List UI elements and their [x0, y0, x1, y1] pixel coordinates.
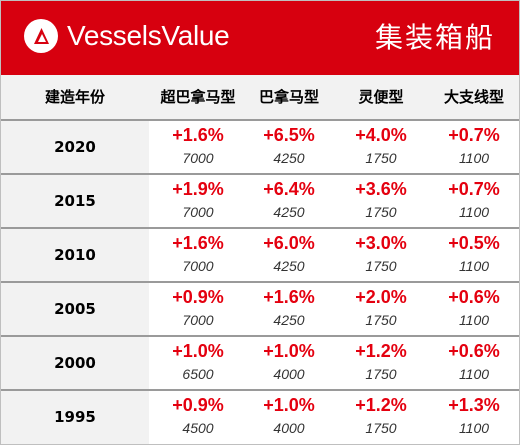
change-percent: +1.0%: [263, 395, 315, 415]
table-cell: +0.7% 1100: [429, 121, 519, 173]
change-percent: +1.3%: [448, 395, 500, 415]
table-cell: +1.3% 1100: [429, 391, 519, 443]
table-cell: +6.5% 4250: [245, 121, 333, 173]
size-value: 4000: [273, 420, 305, 436]
size-value: 7000: [182, 258, 214, 274]
change-percent: +0.5%: [448, 233, 500, 253]
size-value: 1750: [365, 420, 397, 436]
size-value: 1100: [458, 204, 490, 220]
table-cell: +1.0% 4000: [245, 337, 333, 389]
table-cell: +1.0% 6500: [151, 337, 245, 389]
table-body: 2020 +1.6% 7000 +6.5% 4250 +4.0% 1750 +0.7%…: [1, 121, 519, 444]
table-cell: +0.9% 4500: [151, 391, 245, 443]
size-value: 1100: [458, 312, 490, 328]
size-value: 1100: [458, 258, 490, 274]
triangle-arrow-logo-icon: [24, 19, 58, 53]
change-percent: +0.7%: [448, 125, 500, 145]
brand-logo: VesselsValue: [23, 18, 283, 62]
size-value: 1750: [365, 258, 397, 274]
change-percent: +1.6%: [172, 233, 224, 253]
change-percent: +1.2%: [355, 395, 407, 415]
table-cell: +6.0% 4250: [245, 229, 333, 281]
change-percent: +6.5%: [263, 125, 315, 145]
change-percent: +6.0%: [263, 233, 315, 253]
size-value: 4250: [273, 150, 305, 166]
table-row: 2010 +1.6% 7000 +6.0% 4250 +3.0% 1750 +0.5%…: [1, 229, 519, 283]
table-title: 集装箱船: [374, 21, 495, 54]
table-cell: +1.6% 7000: [151, 229, 245, 281]
size-value: 1100: [458, 150, 490, 166]
change-percent: +3.0%: [355, 233, 407, 253]
table-cell: +1.2% 1750: [333, 337, 429, 389]
table-cell: +1.0% 4000: [245, 391, 333, 443]
table-cell: +1.9% 7000: [151, 175, 245, 227]
size-value: 4500: [182, 420, 214, 436]
size-value: 1100: [458, 366, 490, 382]
title-banner: VesselsValue 集装箱船: [1, 1, 519, 75]
change-percent: +0.7%: [448, 179, 500, 199]
table-cell: +4.0% 1750: [333, 121, 429, 173]
size-value: 1750: [365, 204, 397, 220]
build-year: 2005: [1, 283, 149, 335]
size-value: 4250: [273, 258, 305, 274]
build-year: 2015: [1, 175, 149, 227]
size-value: 1100: [458, 420, 490, 436]
table-cell: +0.5% 1100: [429, 229, 519, 281]
change-percent: +1.0%: [172, 341, 224, 361]
table-cell: +1.6% 4250: [245, 283, 333, 335]
table-row: 2000 +1.0% 6500 +1.0% 4000 +1.2% 1750 +0.6%…: [1, 337, 519, 391]
size-value: 4250: [273, 204, 305, 220]
change-percent: +0.6%: [448, 341, 500, 361]
change-percent: +0.9%: [172, 287, 224, 307]
change-percent: +1.6%: [172, 125, 224, 145]
size-value: 1750: [365, 312, 397, 328]
table-row: 2020 +1.6% 7000 +6.5% 4250 +4.0% 1750 +0.7%…: [1, 121, 519, 175]
size-value: 4000: [273, 366, 305, 382]
change-percent: +1.0%: [263, 341, 315, 361]
change-percent: +1.9%: [172, 179, 224, 199]
build-year: 2010: [1, 229, 149, 281]
change-percent: +1.2%: [355, 341, 407, 361]
column-header-panamax: 巴拿马型: [258, 88, 319, 106]
table-cell: +3.6% 1750: [333, 175, 429, 227]
size-value: 4250: [273, 312, 305, 328]
table-cell: +0.7% 1100: [429, 175, 519, 227]
size-value: 6500: [182, 366, 214, 382]
column-header-feedermax: 大支线型: [443, 88, 504, 106]
change-percent: +4.0%: [355, 125, 407, 145]
column-header-post-panamax: 超巴拿马型: [160, 88, 236, 106]
table-cell: +0.9% 7000: [151, 283, 245, 335]
table-cell: +6.4% 4250: [245, 175, 333, 227]
table-cell: +0.6% 1100: [429, 283, 519, 335]
table-row: 2015 +1.9% 7000 +6.4% 4250 +3.6% 1750 +0.7%…: [1, 175, 519, 229]
build-year: 2020: [1, 121, 149, 173]
build-year: 1995: [1, 391, 149, 444]
table-cell: +1.6% 7000: [151, 121, 245, 173]
brand-name: VesselsValue: [67, 20, 230, 51]
table-cell: +1.2% 1750: [333, 391, 429, 443]
table-cell: +3.0% 1750: [333, 229, 429, 281]
size-value: 7000: [182, 150, 214, 166]
size-value: 1750: [365, 366, 397, 382]
change-percent: +2.0%: [355, 287, 407, 307]
size-value: 1750: [365, 150, 397, 166]
column-header-handy: 灵便型: [358, 88, 404, 106]
size-value: 7000: [182, 204, 214, 220]
change-percent: +0.6%: [448, 287, 500, 307]
table-row: 2005 +0.9% 7000 +1.6% 4250 +2.0% 1750 +0.6%…: [1, 283, 519, 337]
column-header-row: 建造年份 超巴拿马型 巴拿马型 灵便型 大支线型: [1, 75, 519, 121]
change-percent: +6.4%: [263, 179, 315, 199]
table-cell: +2.0% 1750: [333, 283, 429, 335]
change-percent: +0.9%: [172, 395, 224, 415]
change-percent: +1.6%: [263, 287, 315, 307]
column-header-year: 建造年份: [44, 88, 105, 106]
build-year: 2000: [1, 337, 149, 389]
table-row: 1995 +0.9% 4500 +1.0% 4000 +1.2% 1750 +1.3%…: [1, 391, 519, 444]
size-value: 7000: [182, 312, 214, 328]
change-percent: +3.6%: [355, 179, 407, 199]
table-cell: +0.6% 1100: [429, 337, 519, 389]
